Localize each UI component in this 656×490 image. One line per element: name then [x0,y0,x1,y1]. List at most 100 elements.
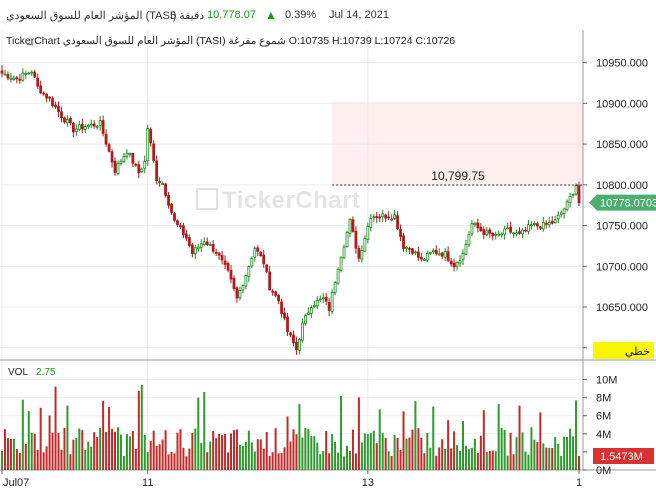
volume-bar [459,450,462,470]
price-chart[interactable]: 10950.000 10900.000 10850.000 10800.000 1075… [0,30,656,490]
volume-bar [456,445,459,470]
volume-bar [173,453,176,470]
candle-body [128,152,132,155]
volume-bar [30,432,33,470]
candle-body [152,143,156,161]
candle-body [416,251,420,258]
volume-bar [57,433,60,470]
candle-body [259,251,263,257]
candle-body [387,216,391,219]
interval-label[interactable]: 5 دقيقة [170,10,205,22]
candle-body [3,73,7,76]
candle-body [562,208,566,214]
drawing-tool-box [593,342,654,359]
candle-body [354,230,358,249]
volume-bar [42,452,45,470]
volume-bar [119,434,122,470]
candle-body [476,222,480,229]
volume-bar [274,428,277,470]
volume-bar [280,452,283,470]
volume-bar [539,412,542,470]
volume-bar [304,427,307,470]
candle-body [327,302,331,311]
time-tick-label: Jul07 [3,477,29,489]
candle-body [470,223,474,235]
candle-body [530,224,533,227]
volume-bar [432,406,435,470]
candle-body [229,269,233,280]
volume-bar [334,441,337,470]
volume-bar [298,404,301,470]
candle-body [83,126,87,130]
volume-bar [485,451,488,470]
volume-bar [393,435,396,470]
volume-bar [399,450,402,470]
candle-body [488,229,492,234]
candle-body [63,117,66,123]
candle-body [170,203,173,213]
volume-bar [506,455,509,470]
volume-bar [84,450,87,470]
volume-bar [93,432,96,470]
volume-bar [143,434,146,470]
volume-bar [152,430,155,470]
volume-bar [322,451,325,470]
volume-bar [357,397,360,470]
volume-bar [563,436,566,470]
volume-bar [509,432,512,470]
candle-body [577,185,581,204]
candle-body [473,222,477,225]
candle-body [110,151,114,163]
candle-body [512,232,515,235]
volume-bar [247,430,250,470]
candle-body [185,233,188,239]
volume-bar [224,434,227,470]
candle-body [363,237,367,252]
candle-body [330,291,334,312]
volume-bar [325,430,328,470]
candle-body [440,252,444,257]
candle-body [428,252,432,254]
volume-bar [194,428,197,470]
volume-bar [265,431,268,470]
candle-body [348,218,352,234]
volume-bar [572,436,575,470]
candle-body [80,123,84,130]
candle-body [89,123,93,126]
candle-body [280,301,283,314]
candle-body [158,181,162,183]
candle-body [277,295,281,302]
volume-bar [533,439,536,470]
candle-body [443,251,447,258]
volume-bar [494,451,497,470]
volume-bar [215,438,218,470]
volume-bar [200,443,203,470]
volume-bar [197,397,200,470]
volume-bar [137,390,140,470]
candle-body [220,254,224,261]
candle-body [342,246,346,259]
volume-bar [256,439,259,470]
candle-body [27,72,31,75]
volume-bar [149,440,152,470]
candle-body [247,266,251,277]
volume-bar [96,437,99,470]
candle-body [357,248,361,259]
volume-bar [575,400,578,470]
watermark: TickerChart [196,187,360,215]
volume-bar [500,427,503,470]
volume-value: 2.75 [36,367,56,378]
volume-bar [328,453,331,470]
candle-body [333,282,337,294]
volume-bar [185,456,188,470]
volume-bar [545,447,548,470]
candle-body [556,214,560,220]
volume-bar [161,439,164,470]
logo-icon [196,188,218,210]
candle-body [12,77,16,80]
time-tick-label: 11 [142,477,153,489]
candle-body [527,224,530,232]
candle-body [173,213,176,221]
symbol-name[interactable]: المؤشر العام للسوق السعودي (TASI) [6,10,177,22]
candle-body [446,251,450,261]
